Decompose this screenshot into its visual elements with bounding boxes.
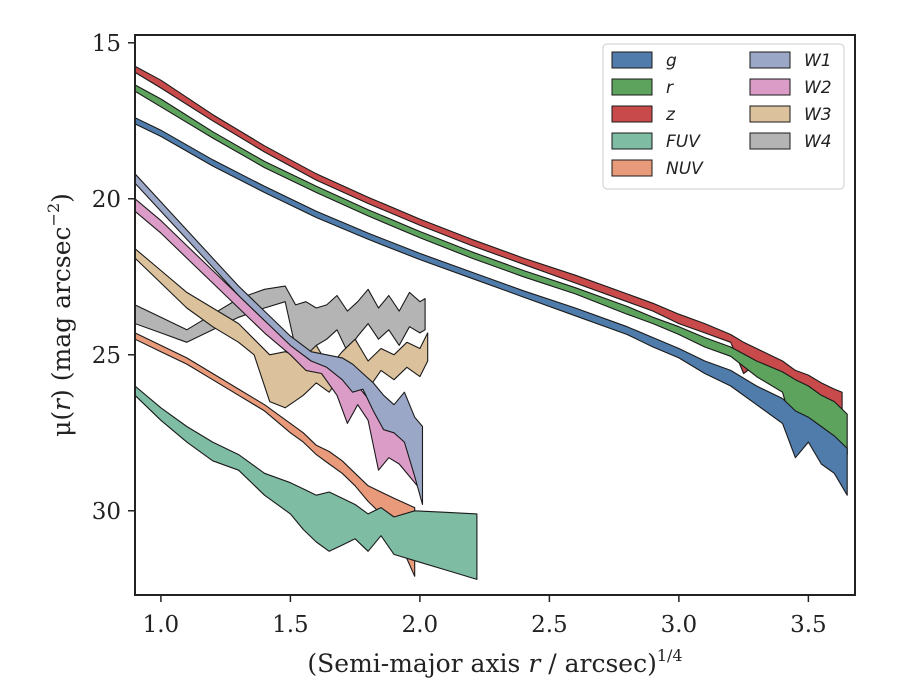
x-tick-label: 2.5 bbox=[531, 612, 568, 638]
legend-swatch-w4 bbox=[749, 132, 791, 150]
legend-swatch-nuv bbox=[611, 159, 653, 177]
x-tick-label: 2.0 bbox=[402, 612, 439, 638]
legend-label-fuv: FUV bbox=[666, 132, 701, 152]
y-tick-label: 25 bbox=[92, 343, 121, 369]
x-axis-title: (Semi-major axis r / arcsec)1/4 bbox=[307, 646, 682, 678]
x-tick-label: 1.0 bbox=[143, 612, 180, 638]
profile-bands bbox=[135, 65, 848, 580]
legend-swatch-w1 bbox=[749, 51, 791, 69]
band-fuv bbox=[135, 385, 478, 580]
legend-swatch-fuv bbox=[611, 132, 653, 150]
legend-label-nuv: NUV bbox=[666, 159, 704, 179]
band-g bbox=[135, 117, 848, 496]
legend-swatch-z bbox=[611, 105, 653, 123]
legend-label-w4: W4 bbox=[804, 132, 832, 152]
x-axis-ticks: 1.0 1.5 2.0 2.5 3.0 3.5 bbox=[143, 595, 827, 638]
x-tick-label: 3.5 bbox=[790, 612, 827, 638]
legend-swatch-r bbox=[611, 78, 653, 96]
y-tick-label: 20 bbox=[92, 187, 121, 213]
plot-frame bbox=[134, 34, 856, 596]
y-axis-title: μ(r) (mag arcsec−2) bbox=[44, 193, 76, 437]
legend: grz FUV NUV W1 W2 W3 W4 bbox=[602, 43, 845, 190]
legend-label-r: r bbox=[666, 78, 674, 98]
y-tick-label: 15 bbox=[92, 31, 121, 57]
x-tick-label: 3.0 bbox=[661, 612, 698, 638]
legend-label-z: z bbox=[665, 105, 676, 125]
legend-label-w1: W1 bbox=[804, 51, 832, 71]
y-axis-ticks: 15 20 25 30 bbox=[92, 31, 135, 525]
band-w4 bbox=[135, 285, 426, 365]
legend-label-w3: W3 bbox=[804, 105, 832, 125]
legend-label-g: g bbox=[666, 51, 677, 71]
legend-swatch-w2 bbox=[749, 78, 791, 96]
legend-swatch-g bbox=[611, 51, 653, 69]
legend-swatch-w3 bbox=[749, 105, 791, 123]
band-w1 bbox=[135, 173, 424, 506]
x-tick-label: 1.5 bbox=[272, 612, 309, 638]
y-tick-label: 30 bbox=[92, 499, 121, 525]
legend-label-w2: W2 bbox=[804, 78, 832, 98]
band-nuv bbox=[135, 332, 416, 577]
